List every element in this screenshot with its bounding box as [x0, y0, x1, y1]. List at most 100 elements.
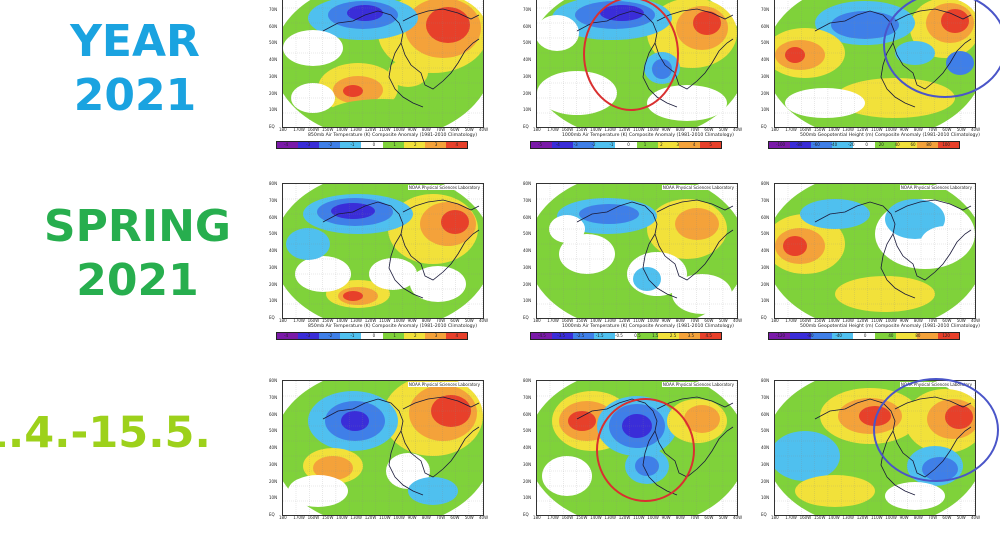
colorbar-swatch: [790, 333, 812, 339]
colorbar: [768, 141, 960, 149]
longitude-label: 60W: [450, 318, 460, 323]
latitude-label: 70N: [523, 6, 532, 12]
longitude-label: 80W: [913, 318, 923, 323]
longitude-label: 160W: [307, 515, 320, 520]
longitude-label: 140W: [828, 127, 840, 132]
latitude-label: 50N: [269, 40, 278, 46]
coastline-1: [642, 233, 678, 299]
noaa-credit: NOAA Physical Sciences Laboratory: [407, 382, 481, 387]
longitude-label: 60W: [942, 515, 952, 520]
colorbar-swatch: [895, 333, 917, 339]
colorbar-tick-label: 2: [414, 142, 417, 147]
longitude-label: 160W: [561, 127, 574, 132]
anomaly-contour-11: [885, 482, 945, 510]
longitude-label: 110W: [871, 318, 883, 323]
colorbar-tick-label: 3.5: [687, 333, 695, 338]
latitude-label: 60N: [523, 23, 532, 29]
colorbar-swatch: [340, 142, 362, 148]
longitude-label: 60W: [704, 127, 714, 132]
latitude-label: 50N: [761, 428, 770, 434]
longitude-label: 130W: [604, 127, 617, 132]
longitude-label: 100W: [647, 318, 659, 323]
longitude-label: 100W: [647, 127, 659, 132]
longitude-label: 50W: [464, 318, 474, 323]
colorbar-tick-label: -100: [776, 142, 786, 147]
latitude-label: 30N: [523, 461, 532, 467]
colorbar: [768, 332, 960, 340]
colorbar-swatch: [403, 333, 425, 339]
colorbar-tick-label: -2.5: [576, 333, 585, 338]
colorbar-ticks: -4.5 -3.5 -2.5 -1.5 -0.5 0.5 1.5 2.5 3.5 4.5: [538, 333, 712, 339]
colorbar-swatch: [615, 142, 637, 148]
latitude-label: 50N: [269, 231, 278, 237]
anomaly-contour-6: [331, 203, 375, 219]
anomaly-contour-9: [288, 475, 348, 507]
anomaly-contour-7: [835, 276, 935, 312]
latitude-label: 80N: [269, 181, 278, 186]
colorbar-tick-label: -2: [591, 142, 596, 147]
latitude-label: 30N: [269, 73, 278, 79]
anomaly-contour-5: [831, 11, 899, 39]
longitude-label: 160W: [307, 127, 320, 132]
longitude-label: 180: [771, 127, 779, 132]
longitude-label: 80W: [421, 515, 431, 520]
colorbar-tick-label: 0: [863, 333, 867, 338]
anomaly-contour-11: [785, 88, 865, 118]
latitude-label: 20N: [269, 90, 278, 96]
colorbar-swatch: [874, 333, 896, 339]
coastline-0: [322, 201, 480, 281]
colorbar-swatch: [895, 142, 917, 148]
colorbar-tick-label: 0: [372, 142, 376, 147]
latitude-label: 10N: [523, 298, 532, 304]
longitude-label: 110W: [379, 127, 391, 132]
colorbar-swatch: [811, 142, 833, 148]
latitude-label: EQ: [761, 124, 767, 129]
coastline-1: [388, 42, 424, 108]
colorbar-swatch: [552, 333, 574, 339]
colorbar-tick-label: -1: [350, 142, 355, 147]
longitude-label: 150W: [575, 127, 588, 132]
colorbar-swatch: [573, 142, 595, 148]
colorbar-swatch: [594, 142, 616, 148]
latitude-label: 10N: [761, 495, 770, 501]
latitude-label: 40N: [269, 248, 278, 253]
longitude-label: 150W: [813, 515, 826, 520]
longitude-label: 80W: [913, 515, 923, 520]
coastline-2: [402, 199, 480, 213]
colorbar-swatch: [678, 333, 700, 339]
longitude-label: 100W: [393, 127, 405, 132]
longitude-label: 70W: [928, 127, 938, 132]
longitude-label: 130W: [350, 127, 363, 132]
latitude-label: 80N: [523, 181, 532, 186]
longitude-label: 120W: [618, 515, 631, 520]
row-label-spring-line2: 2021: [76, 255, 199, 306]
colorbar: [530, 141, 722, 149]
longitude-label: 70W: [436, 515, 446, 520]
longitude-label: 170W: [293, 318, 305, 323]
colorbar-tick-label: -3: [306, 333, 311, 338]
map-panel-3-850mb: 80N 70N 60N 50N 40N 30N 20N 10N EQ 180 170W 160W 150…: [268, 378, 492, 544]
longitude-label: 50W: [956, 515, 966, 520]
longitude-label: 60W: [704, 515, 714, 520]
anomaly-contour-11: [647, 85, 727, 121]
longitude-label: 160W: [561, 515, 574, 520]
anomaly-contour-3: [783, 236, 807, 256]
colorbar-tick-label: 0: [372, 333, 376, 338]
anomaly-map: [282, 380, 484, 516]
longitude-label: 50W: [956, 318, 966, 323]
colorbar-tick-label: -120: [776, 333, 786, 338]
anomaly-contour-11: [542, 456, 592, 496]
anomaly-map: [282, 0, 484, 128]
longitude-label: 140W: [336, 318, 348, 323]
colorbar-tick-label: -1: [609, 142, 614, 147]
colorbar-swatch: [699, 333, 721, 339]
longitude-label: 150W: [321, 515, 334, 520]
longitude-label: 180: [533, 318, 541, 323]
anomaly-field: [283, 184, 483, 318]
longitude-label: 90W: [407, 127, 417, 132]
colorbar-swatch: [531, 142, 553, 148]
coastline-1: [388, 233, 424, 299]
longitude-label: 180: [533, 127, 541, 132]
longitude-label: 130W: [350, 515, 363, 520]
colorbar-swatch: [790, 142, 812, 148]
